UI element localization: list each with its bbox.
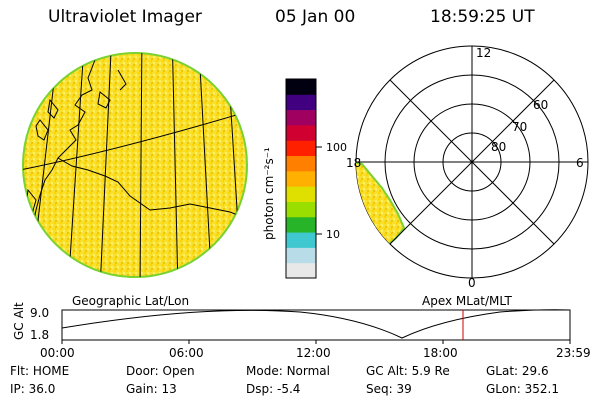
colorbar <box>286 79 316 279</box>
colorbar-label-10: 10 <box>326 228 340 241</box>
altitude-xtick-0: 00:00 <box>40 346 75 360</box>
colorbar-segment <box>286 262 316 279</box>
left-panel-label: Geographic Lat/Lon <box>72 294 190 308</box>
altitude-xtick-3: 18:00 <box>423 346 458 360</box>
colorbar-segment <box>286 247 316 264</box>
colorbar-segment <box>286 201 316 218</box>
colorbar-segment <box>286 186 316 202</box>
instrument-title: Ultraviolet Imager <box>48 7 202 27</box>
mlat-label-80: 80 <box>491 140 507 154</box>
colorbar-segment <box>286 109 316 126</box>
mlt-label-6: 6 <box>576 156 584 170</box>
altitude-ytick-high: 9.0 <box>30 306 50 320</box>
status-glat: GLat: 29.6 <box>486 364 549 378</box>
status-ip: IP: 36.0 <box>10 382 56 396</box>
status-flt: Flt: HOME <box>10 364 70 378</box>
colorbar-segment <box>286 79 316 95</box>
image-time: 18:59:25 UT <box>430 7 535 27</box>
image-date: 05 Jan 00 <box>275 7 356 27</box>
status-mode: Mode: Normal <box>246 364 330 378</box>
colorbar-segment <box>286 216 316 233</box>
colorbar-unit: photon cm⁻²s⁻¹ <box>262 147 276 240</box>
colorbar-segment <box>286 232 316 248</box>
status-gain: Gain: 13 <box>126 382 177 396</box>
polar-plot <box>355 45 589 279</box>
colorbar-label-100: 100 <box>326 141 347 154</box>
status-dsp: Dsp: -5.4 <box>246 382 301 396</box>
altitude-xtick-4: 23:59 <box>556 346 591 360</box>
right-panel-label: Apex MLat/MLT <box>422 294 512 308</box>
status-seq: Seq: 39 <box>366 382 412 396</box>
colorbar-segment <box>286 155 316 172</box>
altitude-chart <box>61 309 571 344</box>
altitude-xtick-2: 12:00 <box>296 346 331 360</box>
mlt-label-12: 12 <box>476 46 492 60</box>
altitude-ytick-low: 1.8 <box>30 328 50 342</box>
colorbar-frame <box>285 78 317 279</box>
mlt-label-18: 18 <box>346 156 362 170</box>
dayglow-disc <box>22 52 248 278</box>
colorbar-segment <box>286 170 316 187</box>
status-gc-alt: GC Alt: 5.9 Re <box>366 364 450 378</box>
colorbar-segment <box>286 124 316 141</box>
status-glon: GLon: 352.1 <box>486 382 559 396</box>
status-door: Door: Open <box>126 364 195 378</box>
mlt-label-0: 0 <box>468 276 476 290</box>
coastline <box>25 59 246 251</box>
mlat-label-60: 60 <box>533 98 549 112</box>
colorbar-segment <box>286 94 316 111</box>
mlat-label-70: 70 <box>512 120 528 134</box>
altitude-xtick-1: 06:00 <box>169 346 204 360</box>
colorbar-segment <box>286 140 316 157</box>
altitude-ylabel: GC Alt <box>12 302 26 340</box>
